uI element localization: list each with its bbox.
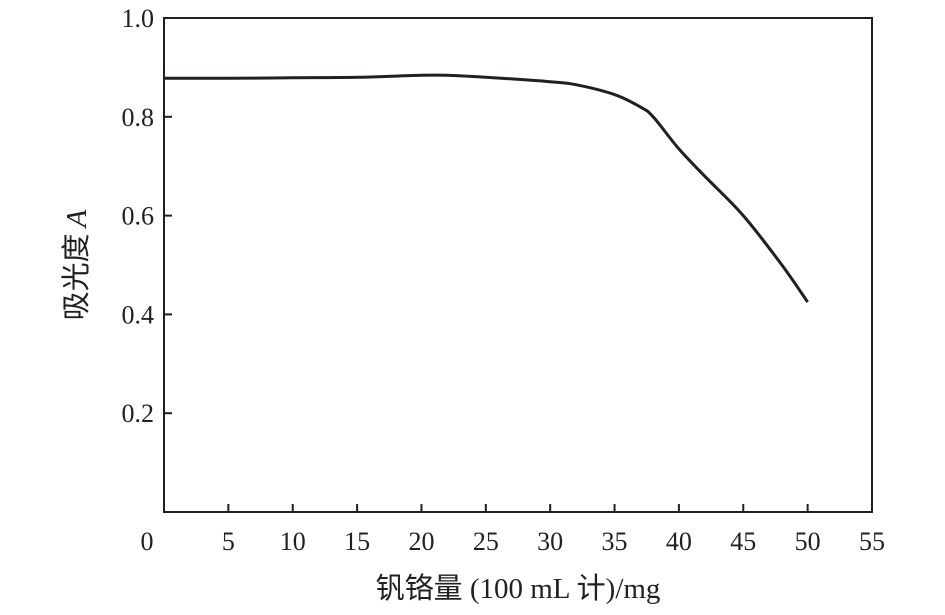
x-tick-label: 40	[666, 527, 692, 556]
series-line	[163, 73, 809, 303]
y-tick-label: 0.6	[122, 202, 155, 231]
x-tick-label: 20	[408, 527, 434, 556]
y-axis-label-symbol: A	[61, 209, 93, 229]
plot-frame	[163, 17, 873, 513]
x-tick-label: 30	[537, 527, 563, 556]
x-axis-label: 钒铬量 (100 mL 计)/mg	[376, 572, 661, 605]
x-tick-label: 55	[859, 527, 885, 556]
x-tick-label: 50	[795, 527, 821, 556]
x-tick-label: 45	[730, 527, 756, 556]
x-tick-label: 15	[344, 527, 370, 556]
y-axis-label-text: 吸光度	[60, 233, 93, 320]
x-tick-label: 35	[602, 527, 628, 556]
y-tick-label: 0.8	[122, 103, 155, 132]
x-tick-label: 5	[222, 527, 235, 556]
y-axis-label: 吸光度 A	[60, 209, 93, 320]
y-tick-label: 0.2	[122, 399, 155, 428]
x-tick-label: 10	[280, 527, 306, 556]
y-tick-label: 0.4	[122, 300, 155, 329]
x-tick-label: 25	[473, 527, 499, 556]
y-tick-label: 1.0	[122, 4, 155, 33]
x-tick-label: 0	[141, 527, 154, 556]
